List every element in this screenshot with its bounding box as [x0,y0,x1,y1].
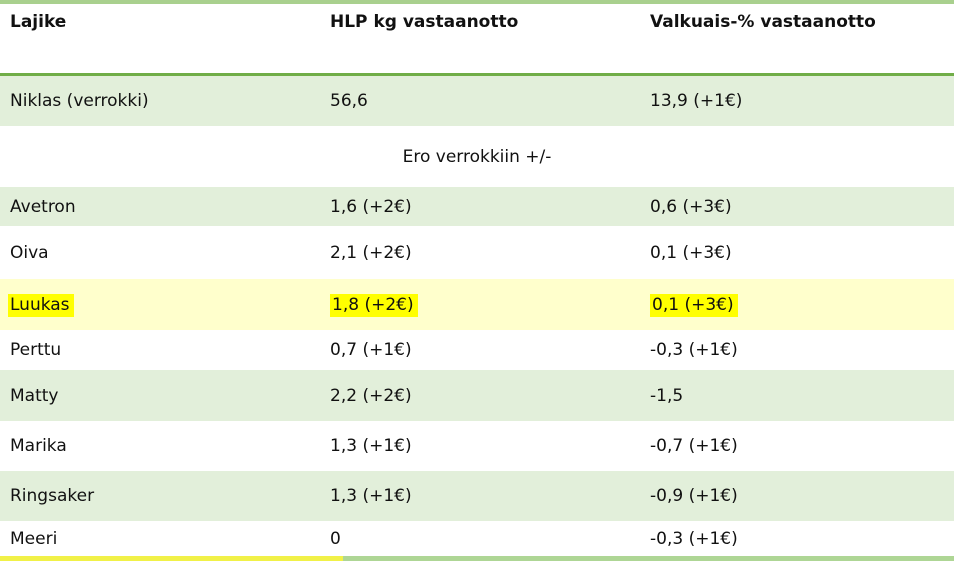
hlp-value-cell-text: 1,6 (+2€) [330,196,412,217]
variety-name-cell-text: Perttu [10,340,62,360]
table-row: Ringsaker 1,3 (+1€) -0,9 (+1€) [0,471,954,521]
hlp-value-cell-text: 2,1 (+2€) [330,242,412,263]
variety-name-cell: Oiva [0,243,330,263]
protein-value-cell: 0,6 (+3€) [650,197,954,217]
variety-name-cell-text: Marika [10,436,67,456]
table-row: Oiva 2,1 (+2€) 0,1 (+3€) [0,226,954,279]
protein-value-cell-text: -0,3 (+1€) [650,528,738,549]
hlp-value-cell-text: 0 [330,528,341,549]
protein-value-cell: 0,1 (+3€) [650,293,954,317]
variety-name-cell-text: Matty [10,385,59,406]
column-header-protein: Valkuais-% vastaanotto [650,12,876,32]
variety-name-cell: Avetron [0,197,330,217]
protein-value-cell: 13,9 (+1€) [650,91,743,111]
variety-name-cell-text: Oiva [10,242,49,263]
variety-name-cell: Marika [0,436,330,456]
hlp-value-cell: 2,1 (+2€) [330,243,650,263]
variety-name-cell-text: Meeri [10,528,58,549]
hlp-value-cell: 0 [330,529,650,549]
protein-value-cell: -0,3 (+1€) [650,340,954,360]
hlp-value-cell: 1,3 (+1€) [330,486,650,506]
hlp-value-cell: 1,8 (+2€) [330,293,650,317]
variety-name-cell: Meeri [0,529,330,549]
hlp-value-cell-text: 1,3 (+1€) [330,436,412,456]
protein-value-cell-text: -0,3 (+1€) [650,340,738,360]
table-header-row: Lajike HLP kg vastaanotto Valkuais-% vas… [0,4,954,73]
hlp-value-cell-text: 1,8 (+2€) [330,293,418,317]
protein-value-cell: -1,5 [650,386,954,406]
hlp-value-cell: 1,6 (+2€) [330,197,650,217]
protein-value-cell-text: 0,1 (+3€) [650,293,738,317]
protein-value-cell-text: -0,7 (+1€) [650,436,738,456]
table-row: Marika 1,3 (+1€) -0,7 (+1€) [0,421,954,471]
hlp-value-cell-text: 0,7 (+1€) [330,340,412,360]
protein-value-cell-text: 0,6 (+3€) [650,196,732,217]
variety-name-cell: Niklas (verrokki) [10,91,149,111]
separator-label: Ero verrokkiin +/- [402,146,552,167]
hlp-value-cell: 1,3 (+1€) [330,436,650,456]
variety-name-cell-text: Avetron [10,196,76,217]
protein-value-cell-text: 0,1 (+3€) [650,242,732,263]
protein-value-cell: 0,1 (+3€) [650,243,954,263]
separator-row: Ero verrokkiin +/- [0,126,954,187]
bottom-strip-yellow-segment [0,556,343,561]
variety-name-cell-text: Ringsaker [10,486,95,506]
hlp-value-cell-text: 2,2 (+2€) [330,385,412,406]
hlp-value-cell: 0,7 (+1€) [330,340,650,360]
protein-value-cell-text: -1,5 [650,385,684,406]
column-header-variety: Lajike [10,12,67,32]
hlp-value-cell: 2,2 (+2€) [330,386,650,406]
bottom-strip [0,556,954,561]
table-row: Avetron 1,6 (+2€) 0,6 (+3€) [0,187,954,226]
table-row: Luukas 1,8 (+2€) 0,1 (+3€) [0,279,954,330]
data-rows: Avetron 1,6 (+2€) 0,6 (+3€) Oiva 2,1 (+2€) 0,… [0,187,954,556]
table-top-border [0,0,954,4]
header-divider-rule [0,73,954,76]
table-row: Perttu 0,7 (+1€) -0,3 (+1€) [0,330,954,370]
variety-name-cell: Luukas [0,293,330,317]
protein-value-cell: -0,9 (+1€) [650,486,954,506]
variety-name-cell: Matty [0,386,330,406]
variety-name-cell: Ringsaker [0,486,330,506]
protein-value-cell-text: -0,9 (+1€) [650,486,738,506]
protein-value-cell: -0,3 (+1€) [650,529,954,549]
hlp-value-cell-text: 1,3 (+1€) [330,486,412,506]
table-row: Meeri 0 -0,3 (+1€) [0,521,954,556]
variety-name-cell: Perttu [0,340,330,360]
protein-value-cell: -0,7 (+1€) [650,436,954,456]
bottom-strip-green-segment [343,556,954,561]
column-header-hlp: HLP kg vastaanotto [330,12,519,32]
reference-row: Niklas (verrokki) 56,6 13,9 (+1€) [0,76,954,126]
hlp-value-cell: 56,6 [330,91,368,111]
variety-name-cell-text: Luukas [8,293,74,317]
table-row: Matty 2,2 (+2€) -1,5 [0,370,954,421]
